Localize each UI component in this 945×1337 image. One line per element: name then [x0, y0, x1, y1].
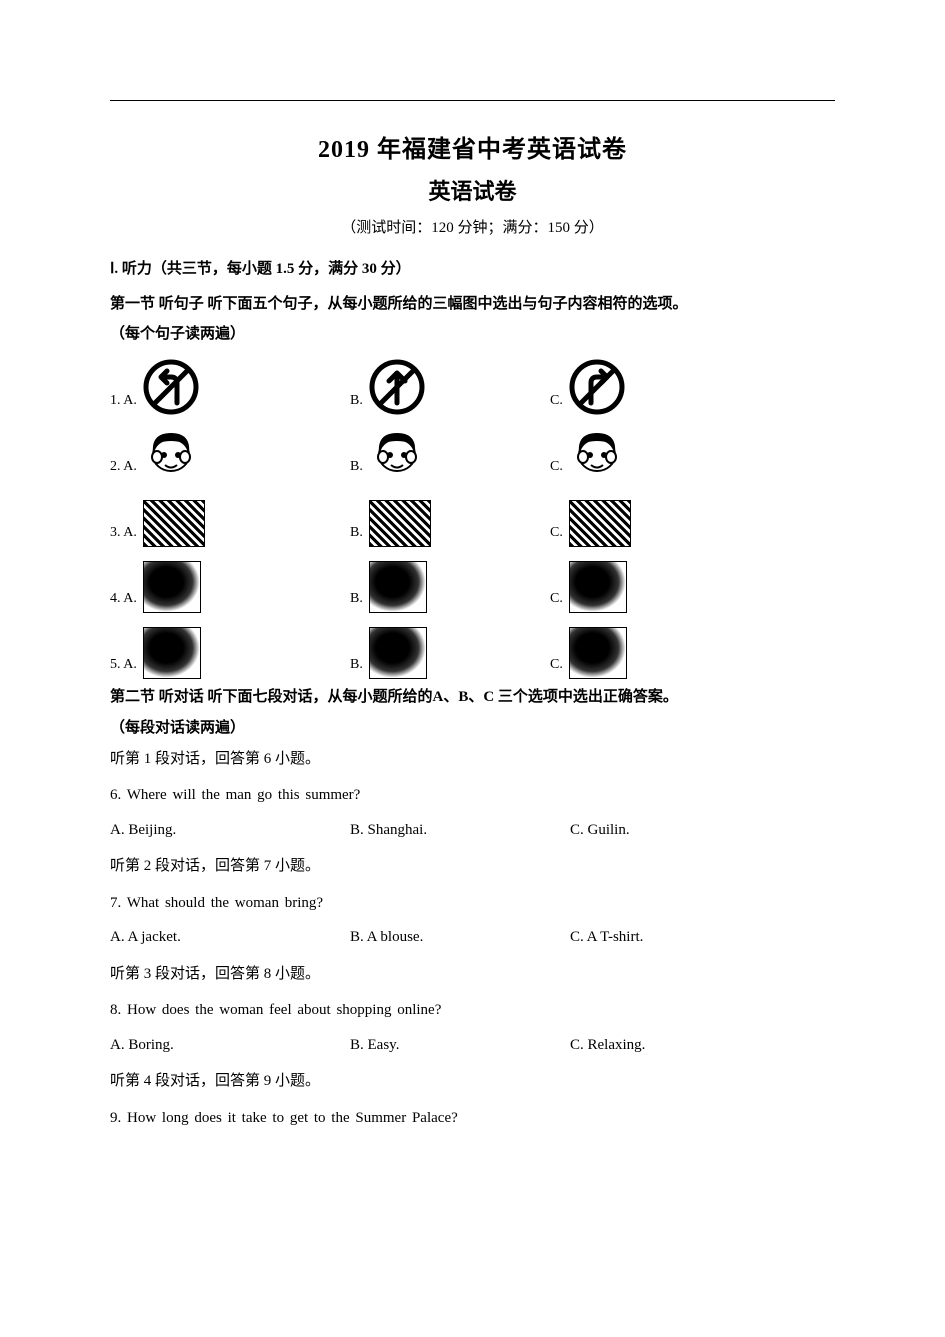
picture-row: 1. A. B. C.: [110, 351, 835, 415]
answer-option: B. Easy.: [350, 1031, 570, 1060]
picture-questions: 1. A.B.C.2. A.B.C.3. A.B.C.4. A.B.C.5. A…: [110, 351, 835, 679]
illustration-icon: [143, 561, 201, 613]
illustration-icon: [569, 500, 631, 547]
part2-instruction: 第二节 听对话 听下面七段对话，从每小题所给的A、B、C 三个选项中选出正确答案…: [110, 683, 835, 712]
prohibition-sign-icon: [369, 359, 425, 415]
illustration-icon: [369, 500, 431, 547]
section1-head: Ⅰ. 听力（共三节，每小题 1.5 分，满分 30 分）: [110, 255, 835, 284]
part1-instruction: 第一节 听句子 听下面五个句子，从每小题所给的三幅图中选出与句子内容相符的选项。: [110, 290, 835, 319]
question-text: 9. How long does it take to get to the S…: [110, 1104, 835, 1133]
dialog-lead: 听第 2 段对话，回答第 7 小题。: [110, 852, 835, 881]
illustration-icon: [143, 627, 201, 679]
picture-option: 3. A.: [110, 500, 350, 547]
illustration-icon: [569, 627, 627, 679]
picture-option: B.: [350, 359, 550, 415]
illustration-icon: [143, 500, 205, 547]
cartoon-face-icon: [369, 425, 425, 481]
illustration-icon: [369, 561, 427, 613]
answer-option: B. Shanghai.: [350, 816, 570, 845]
exam-subtitle: 英语试卷: [110, 174, 835, 206]
illustration-icon: [569, 561, 627, 613]
picture-option: B.: [350, 500, 550, 547]
picture-option: C.: [550, 627, 750, 679]
picture-option: B.: [350, 561, 550, 613]
dialog-lead: 听第 3 段对话，回答第 8 小题。: [110, 960, 835, 989]
option-label: 1. A.: [110, 393, 137, 415]
picture-option: 4. A.: [110, 561, 350, 613]
picture-option: C.: [550, 500, 750, 547]
option-label: B.: [350, 393, 363, 415]
exam-meta: （测试时间：120 分钟；满分：150 分）: [110, 216, 835, 237]
prohibition-sign-icon: [569, 359, 625, 415]
option-label: C.: [550, 459, 563, 481]
answer-options: A. Beijing.B. Shanghai.C. Guilin.: [110, 816, 835, 845]
part2-note: （每段对话读两遍）: [110, 716, 835, 737]
answer-options: A. A jacket.B. A blouse.C. A T-shirt.: [110, 923, 835, 952]
answer-option: C. Relaxing.: [570, 1031, 770, 1060]
cartoon-face-icon: [143, 425, 199, 481]
picture-option: B.: [350, 425, 550, 481]
option-label: 2. A.: [110, 459, 137, 481]
answer-option: C. A T-shirt.: [570, 923, 770, 952]
picture-option: C.: [550, 425, 750, 481]
top-rule: [110, 100, 835, 101]
option-label: C.: [550, 591, 563, 613]
picture-row: 4. A. B. C.: [110, 549, 835, 613]
option-label: 4. A.: [110, 591, 137, 613]
cartoon-face-icon: [569, 425, 625, 481]
answer-option: B. A blouse.: [350, 923, 570, 952]
part1-note: （每个句子读两遍）: [110, 322, 835, 343]
dialog-questions: 听第 1 段对话，回答第 6 小题。 6. Where will the man …: [110, 745, 835, 1133]
answer-option: A. Beijing.: [110, 816, 350, 845]
picture-row: 2. A. B. C.: [110, 417, 835, 481]
dialog-lead: 听第 4 段对话，回答第 9 小题。: [110, 1067, 835, 1096]
answer-option: C. Guilin.: [570, 816, 770, 845]
option-label: B.: [350, 525, 363, 547]
dialog-lead: 听第 1 段对话，回答第 6 小题。: [110, 745, 835, 774]
picture-row: 3. A. B. C.: [110, 483, 835, 547]
picture-option: C.: [550, 359, 750, 415]
illustration-icon: [369, 627, 427, 679]
option-label: 3. A.: [110, 525, 137, 547]
question-text: 7. What should the woman bring?: [110, 889, 835, 918]
option-label: 5. A.: [110, 657, 137, 679]
answer-option: A. Boring.: [110, 1031, 350, 1060]
picture-option: 5. A.: [110, 627, 350, 679]
answer-option: A. A jacket.: [110, 923, 350, 952]
exam-title: 2019 年福建省中考英语试卷: [110, 129, 835, 164]
question-text: 6. Where will the man go this summer?: [110, 781, 835, 810]
picture-option: C.: [550, 561, 750, 613]
prohibition-sign-icon: [143, 359, 199, 415]
picture-option: B.: [350, 627, 550, 679]
option-label: B.: [350, 657, 363, 679]
option-label: C.: [550, 393, 563, 415]
picture-row: 5. A. B. C.: [110, 615, 835, 679]
exam-page: 2019 年福建省中考英语试卷 英语试卷 （测试时间：120 分钟；满分：150…: [0, 0, 945, 1337]
picture-option: 1. A.: [110, 359, 350, 415]
answer-options: A. Boring.B. Easy.C. Relaxing.: [110, 1031, 835, 1060]
option-label: B.: [350, 591, 363, 613]
option-label: C.: [550, 525, 563, 547]
option-label: B.: [350, 459, 363, 481]
question-text: 8. How does the woman feel about shoppin…: [110, 996, 835, 1025]
option-label: C.: [550, 657, 563, 679]
picture-option: 2. A.: [110, 425, 350, 481]
